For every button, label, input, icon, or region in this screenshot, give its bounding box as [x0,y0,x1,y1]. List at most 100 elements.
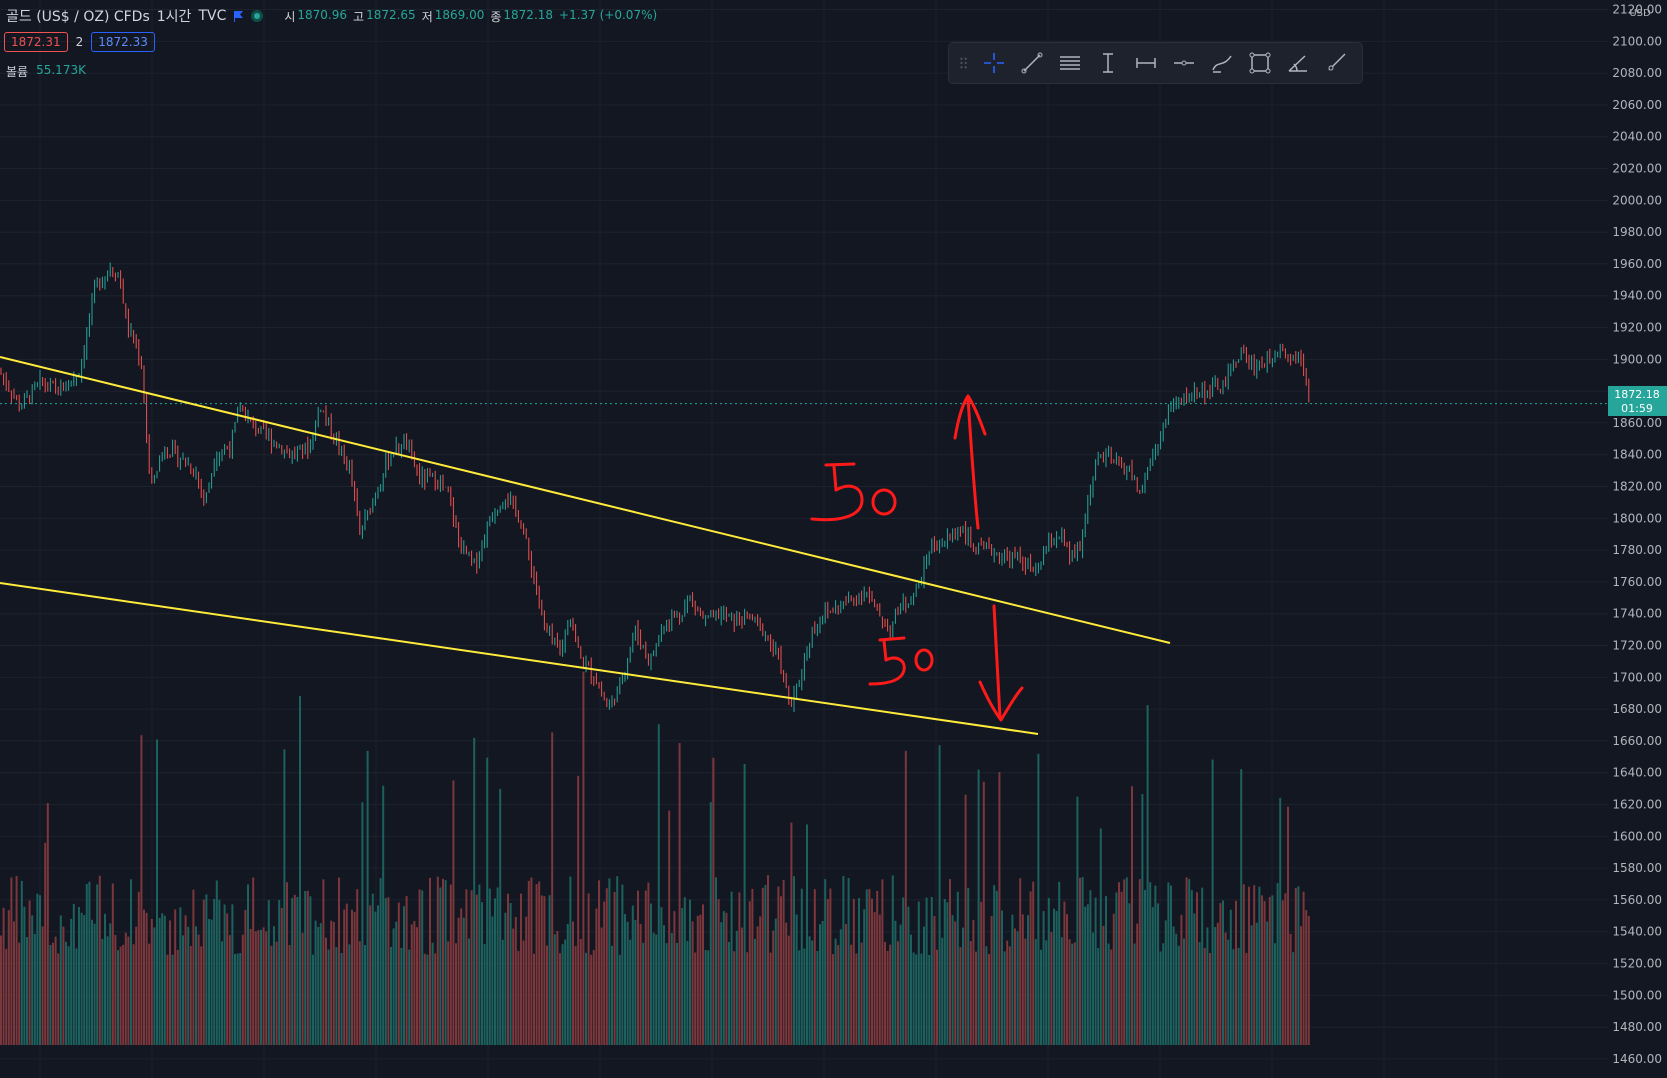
price-tick-label: 2020.00 [1612,162,1662,176]
volume-bar [135,926,138,1045]
volume-bar [499,788,502,1045]
volume-bar [600,927,603,1045]
volume-bar [743,763,746,1045]
price-tick-label: 1700.00 [1612,670,1662,684]
volume-bar [418,889,421,1045]
lower-trend-line[interactable] [0,582,1039,735]
volume-bar [756,926,759,1045]
volume-bar [153,927,156,1045]
volume-bar [1268,896,1271,1045]
volume-bar [1094,897,1097,1045]
volume-bar [959,947,962,1045]
parallel-channel-icon[interactable] [1051,44,1089,82]
volume-bar [234,953,236,1045]
volume-bar [1279,797,1282,1045]
volume-bar [426,954,429,1045]
volume-bar [579,938,582,1045]
volume-bar [41,926,44,1045]
volume-bar [811,940,814,1045]
volume-bar [793,876,795,1045]
volume-bar [1014,928,1016,1045]
date-range-icon[interactable] [1089,44,1127,82]
volume-bar [343,909,346,1045]
volume-value: 55.173K [36,63,86,77]
price-tick-label: 1740.00 [1612,607,1662,621]
volume-bar [273,926,275,1045]
volume-bar [460,908,463,1045]
volume-bar [689,899,691,1045]
volume-bar [439,887,442,1045]
volume-bar [806,824,808,1045]
upper-trend-line[interactable] [0,356,1171,644]
rectangle-icon[interactable] [1241,44,1279,82]
price-range-icon[interactable] [1127,44,1165,82]
volume-bar [215,880,218,1045]
volume-bar [174,909,177,1045]
volume-bar [699,914,702,1045]
sell-button[interactable]: 1872.31 [4,32,68,52]
volume-bar [995,890,998,1045]
volume-bar [1068,939,1071,1045]
volume-bar [886,950,889,1045]
volume-bar [1240,769,1243,1045]
horizontal-ray-icon[interactable] [1165,44,1203,82]
interval-label[interactable]: 1시간 [156,9,192,25]
volume-bar [1092,932,1094,1045]
volume-bar [1211,759,1214,1045]
angle-icon[interactable] [1279,44,1317,82]
volume-bar [434,953,437,1045]
volume-bar [317,926,320,1045]
volume-bar [647,882,650,1045]
volume-bar [1151,907,1154,1045]
volume-bar [26,937,28,1045]
volume-bar [1276,883,1279,1045]
buy-button[interactable]: 1872.33 [91,32,155,52]
volume-bar [629,939,632,1045]
volume-bar [392,928,395,1045]
volume-bar [1162,943,1165,1045]
volume-bar [639,923,642,1045]
volume-bar [1258,886,1261,1045]
brush-icon[interactable] [1203,44,1241,82]
symbol-name[interactable]: 골드 (US$ / OZ) CFDs [6,9,150,25]
volume-bar [546,945,548,1045]
volume-bar [644,890,647,1045]
volume-bar [33,933,36,1045]
volume-bar [291,897,294,1045]
volume-bar [691,921,694,1045]
volume-bar [707,950,710,1045]
ray-icon[interactable] [1317,44,1355,82]
volume-bar [356,889,359,1045]
change-value: +1.37 (+0.07%) [559,7,658,22]
volume-bar [257,930,260,1045]
volume-bar [78,906,80,1045]
volume-bar [353,912,356,1045]
volume-bar [1180,914,1183,1045]
volume-bar [104,913,106,1045]
volume-bar [782,879,785,1045]
volume-bar [1146,705,1149,1045]
volume-bar [845,924,847,1045]
volume-bar [1029,891,1032,1045]
volume-bar [507,893,509,1045]
trend-line-icon[interactable] [1013,44,1051,82]
volume-bar [452,780,455,1045]
crosshair-icon[interactable] [975,44,1013,82]
volume-bar [496,887,499,1045]
volume-bar [371,893,374,1045]
volume-bar [1110,949,1113,1045]
flag-icon[interactable] [233,10,244,22]
volume-bar [1242,884,1245,1045]
volume-bar [904,750,907,1045]
volume-bar [379,878,382,1045]
grip-icon[interactable] [953,44,975,82]
volume-bar [101,938,104,1045]
volume-bar [910,934,912,1045]
volume-bar [65,941,67,1045]
volume-bar [1219,903,1222,1045]
price-axis[interactable]: 1460.00 1480.00 1500.00 1520.00 1540.00 1560.… [1612,3,1662,1066]
volume-bar [592,950,595,1045]
volume-bar [704,949,707,1045]
volume-bar [540,895,543,1045]
